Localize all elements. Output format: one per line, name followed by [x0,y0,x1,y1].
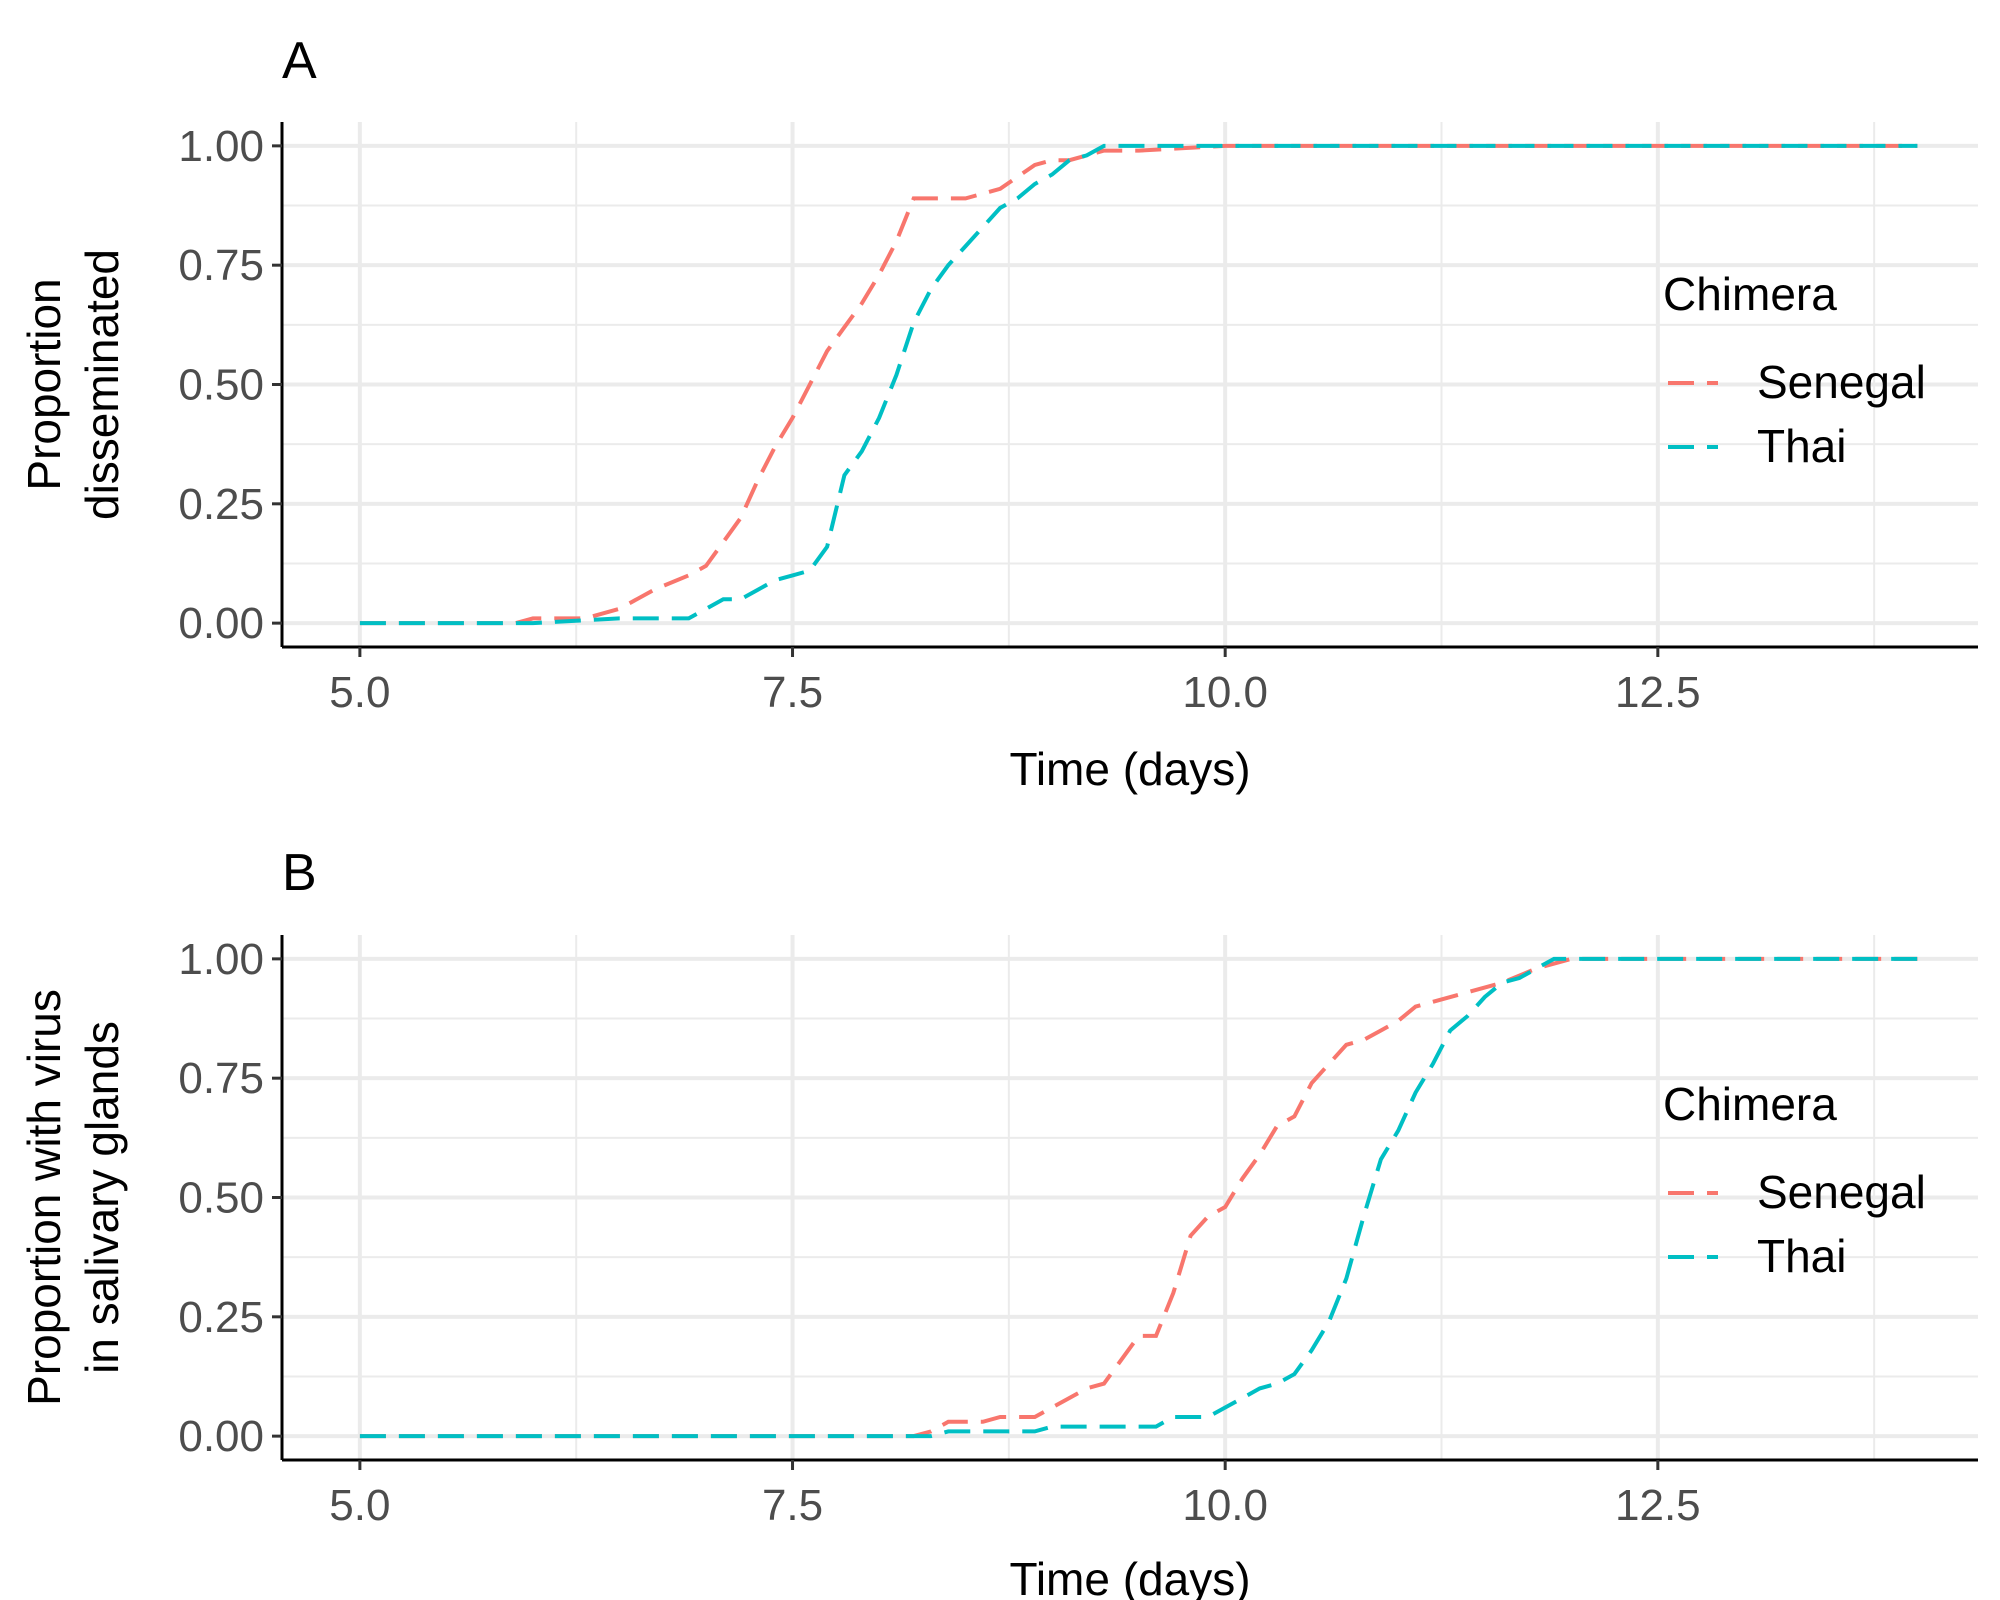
panel-b: 5.0 7.5 10.0 12.5 0.00 0.25 0.50 0.75 1.00 Time (… [18,844,1978,1600]
y-axis-title: Proportion with virus [18,989,70,1406]
x-tick-label: 5.0 [329,1481,390,1530]
y-tick-label: 0.75 [178,1054,264,1103]
y-tick-label: 0.25 [178,480,264,529]
y-axis-title: in salivary glands [76,1021,128,1374]
legend-label-thai: Thai [1757,420,1846,472]
y-tick-label: 0.75 [178,241,264,290]
x-tick-label: 7.5 [762,1481,823,1530]
y-tick-label: 0.25 [178,1293,264,1342]
legend-label-senegal: Senegal [1757,356,1926,408]
y-axis-title: Proportion [18,278,70,490]
x-tick-label: 5.0 [329,668,390,717]
legend-label-senegal: Senegal [1757,1166,1926,1218]
legend-title: Chimera [1663,268,1837,320]
y-tick-label: 1.00 [178,935,264,984]
y-tick-label: 0.00 [178,1412,264,1461]
x-tick-label: 12.5 [1615,1481,1701,1530]
y-tick-label: 0.50 [178,1174,264,1223]
x-axis-title: Time (days) [1009,1553,1250,1600]
panel-tag: A [282,32,317,90]
y-axis-title: disseminated [76,249,128,520]
x-tick-label: 10.0 [1182,1481,1268,1530]
series-line-senegal [359,956,1918,1439]
y-tick-label: 1.00 [178,122,264,171]
legend: Chimera Senegal Thai [1663,1078,1926,1282]
y-tick-label: 0.50 [178,361,264,410]
panel-tag: B [282,844,317,902]
x-tick-label: 10.0 [1182,668,1268,717]
x-tick-label: 12.5 [1615,668,1701,717]
x-axis-title: Time (days) [1009,743,1250,795]
legend-label-thai: Thai [1757,1230,1846,1282]
y-tick-label: 0.00 [178,599,264,648]
legend-title: Chimera [1663,1078,1837,1130]
x-tick-label: 7.5 [762,668,823,717]
legend: Chimera Senegal Thai [1663,268,1926,472]
series-line-thai [359,143,1918,626]
series-line-thai [359,956,1918,1439]
panel-a: 5.0 7.5 10.0 12.5 0.00 0.25 0.50 0.75 1.00 Time (… [18,32,1978,795]
